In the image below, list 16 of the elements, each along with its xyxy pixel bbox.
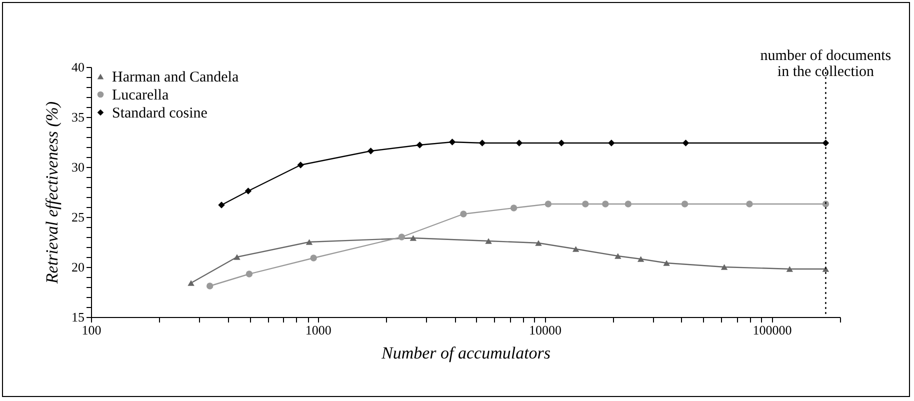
y-tick-label: 35 [72,110,84,124]
y-tick-label: 20 [72,260,84,274]
y-tick-label: 25 [72,210,84,224]
x-tick-label: 1000 [305,322,332,338]
x-tick-label: 100 [82,322,102,338]
y-axis-title: Retrieval effectiveness (%) [42,101,62,285]
x-tick-label: 10000 [529,322,562,338]
y-tick-label: 40 [72,60,84,74]
x-axis-title: Number of accumulators [380,344,551,362]
legend-label: Harman and Candela [112,70,239,86]
y-tick-label: 30 [72,160,84,174]
ref-line-label: number of documents in the collection [760,48,892,80]
legend-label: Standard cosine [112,106,208,122]
y-tick-label: 15 [72,310,84,324]
x-tick-label: 100000 [752,322,792,338]
legend-label: Lucarella [112,88,169,104]
